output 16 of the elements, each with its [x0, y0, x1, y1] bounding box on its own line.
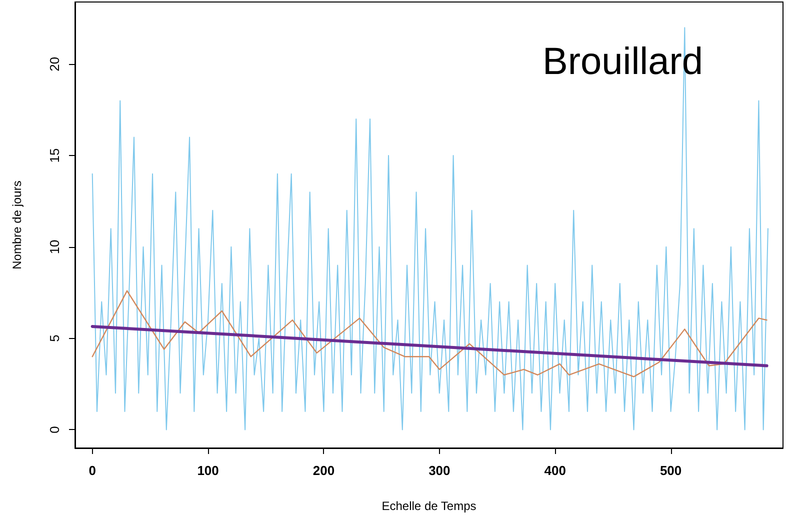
- line-series: [92, 27, 768, 430]
- x-tick-label: 0: [88, 463, 96, 478]
- y-tick-label: 10: [47, 240, 62, 254]
- line-series: [92, 290, 768, 378]
- x-tick-label: 500: [660, 463, 682, 478]
- y-tick-label: 0: [47, 426, 62, 434]
- x-tick-label: 100: [197, 463, 219, 478]
- y-axis-title: Nombre de jours: [10, 180, 24, 270]
- x-tick-label: 200: [312, 463, 335, 478]
- y-tick-label: 5: [47, 334, 62, 342]
- text: Brouillard: [542, 41, 704, 83]
- x-tick-label: 300: [428, 463, 450, 478]
- y-tick-label: 20: [47, 56, 62, 72]
- x-axis-title: Echelle de Temps: [382, 499, 476, 513]
- x-tick-label: 400: [544, 463, 566, 478]
- y-tick-label: 15: [47, 148, 62, 163]
